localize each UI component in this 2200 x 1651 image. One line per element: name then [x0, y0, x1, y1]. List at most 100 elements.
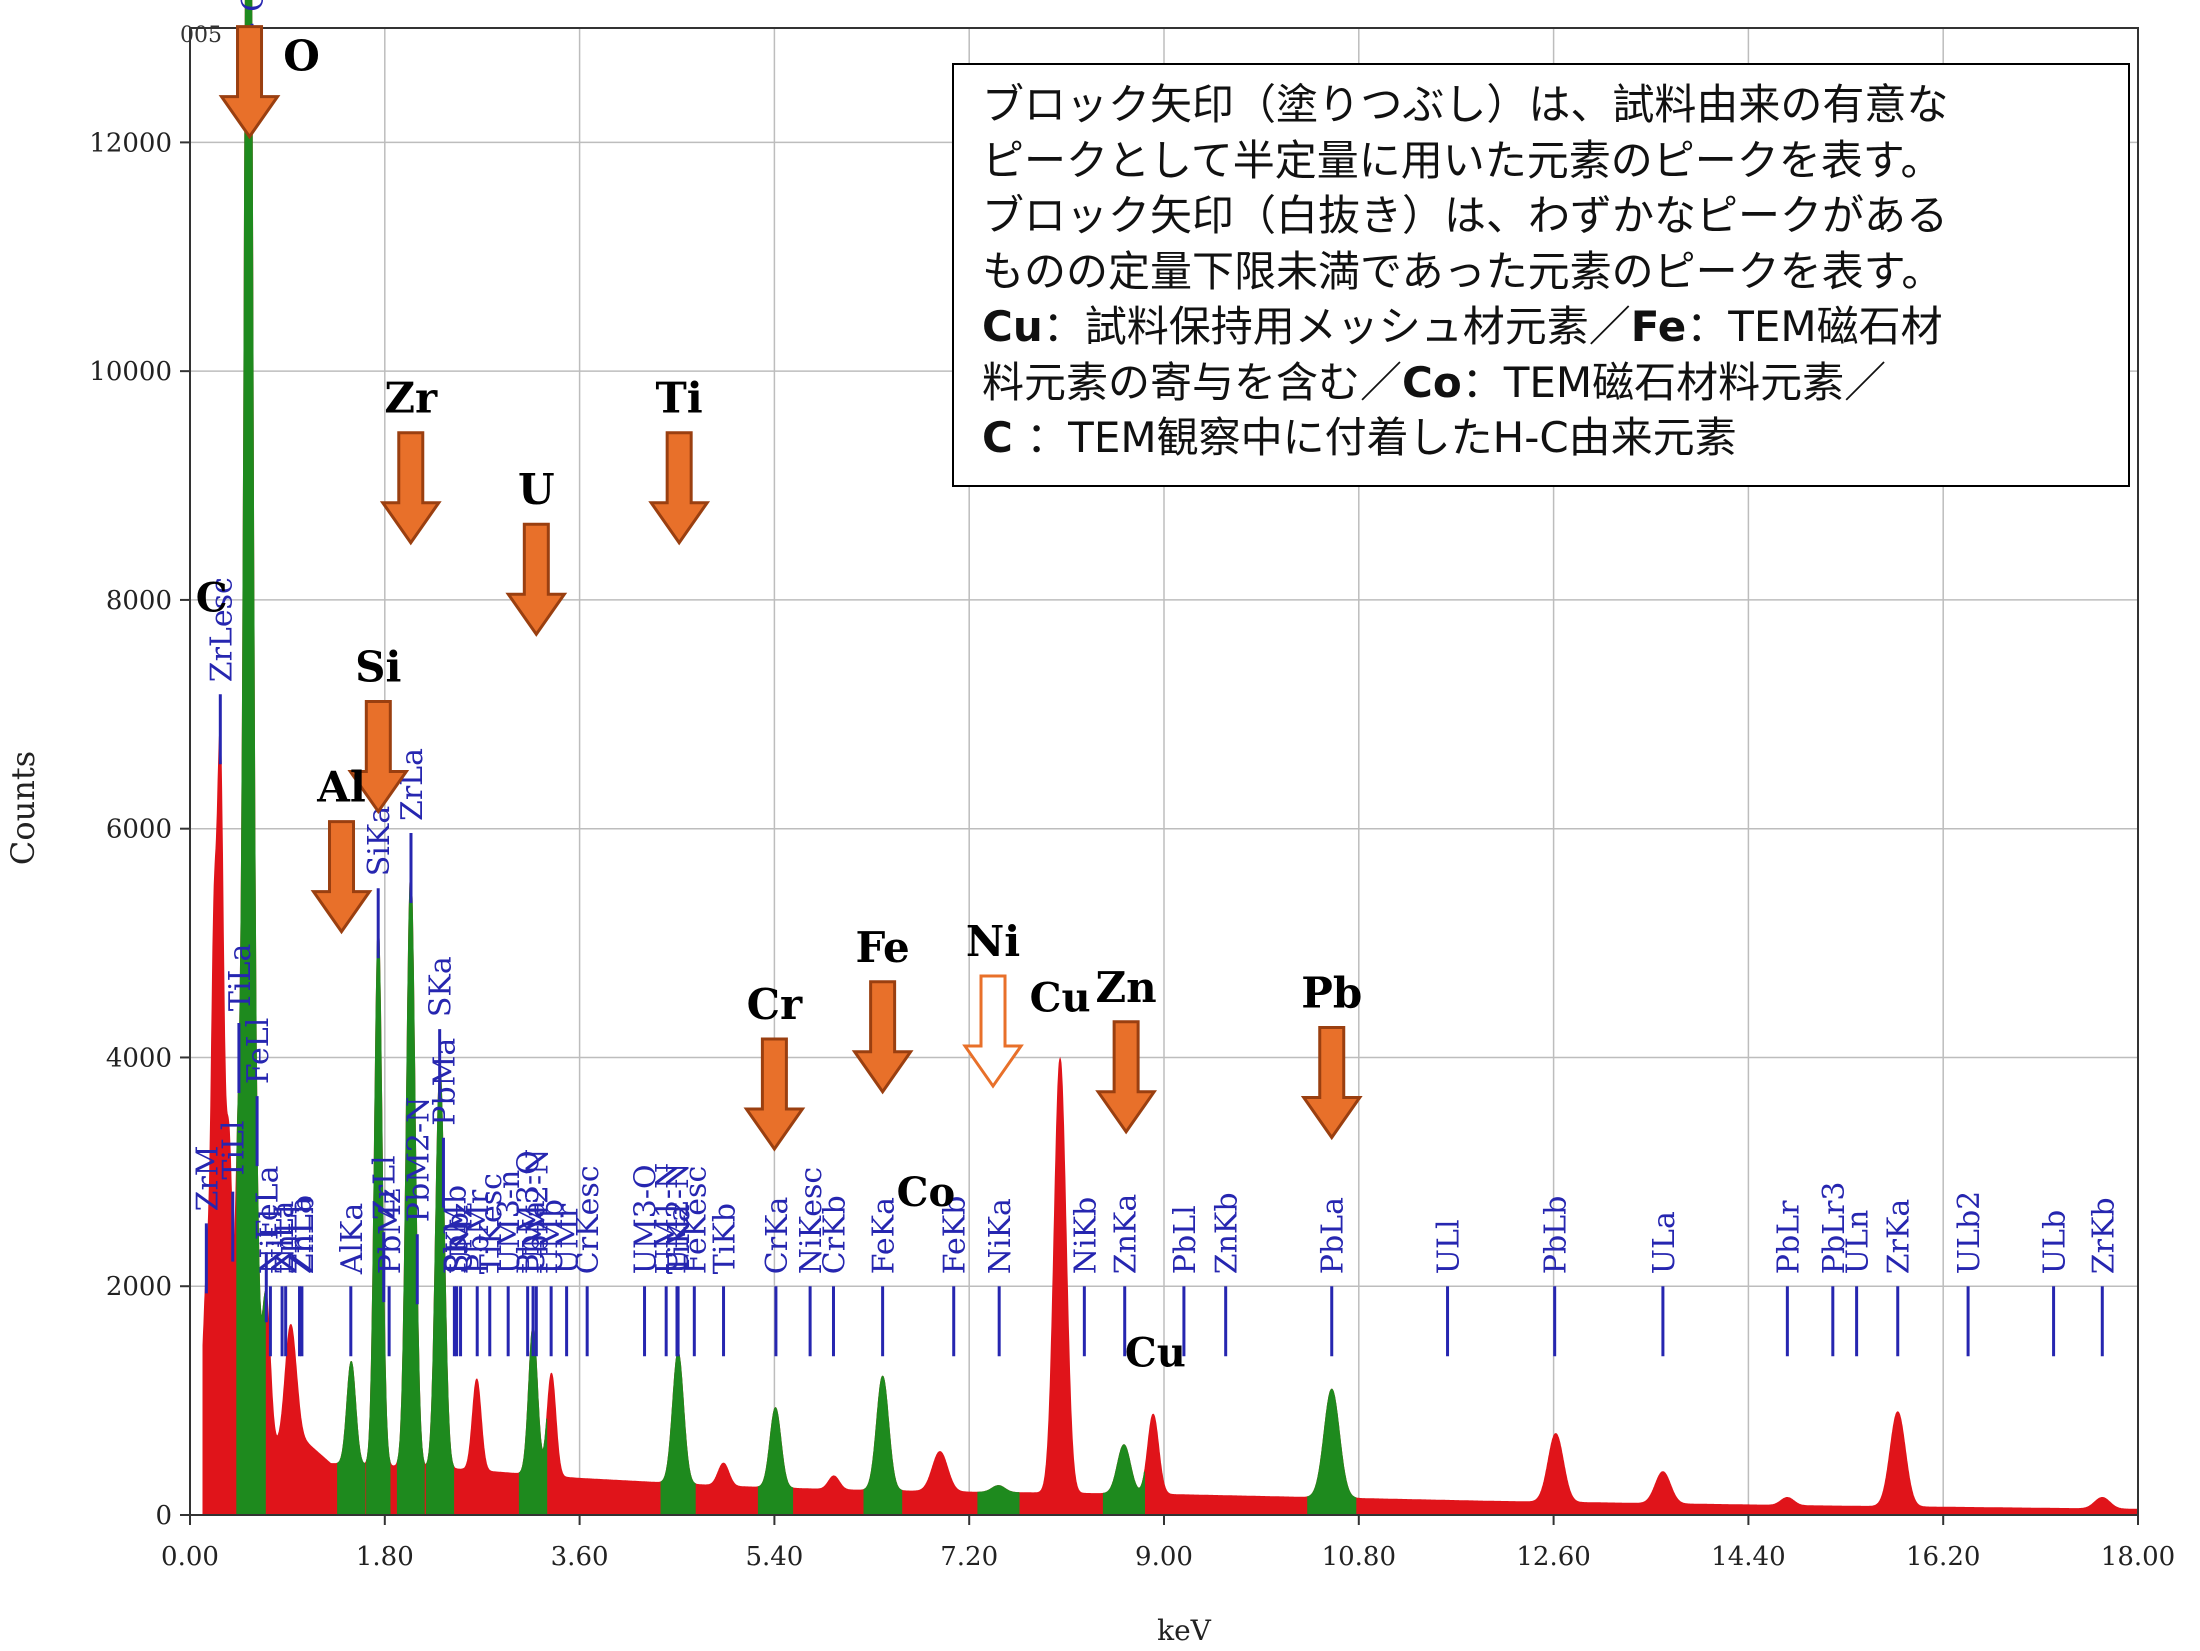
element-label: Cu — [1030, 975, 1091, 1022]
element-label: Cu — [1125, 1329, 1186, 1376]
line-marker-label: UM3-n — [492, 1170, 527, 1275]
legend-line-6: 料元素の寄与を含む／Co：TEM磁石材料元素／ — [982, 355, 2100, 411]
line-marker-label: UMa — [517, 1200, 552, 1274]
y-tick-label: 0 — [155, 1501, 172, 1531]
x-axis-label: keV — [1157, 1614, 1212, 1647]
line-marker-label: PbLr — [1771, 1200, 1806, 1274]
line-marker-label: TiLl — [217, 1120, 252, 1179]
x-tick-label: 5.40 — [745, 1542, 803, 1572]
legend-cu: Cu — [982, 302, 1043, 351]
line-marker-label: FeKb — [938, 1196, 973, 1275]
line-marker-label: NiKa — [983, 1198, 1018, 1274]
line-marker-label: SiKa — [362, 806, 397, 877]
axes: 0.00 1.80 3.60 5.40 7.20 9.00 10.80 12.60 14.40 1… — [89, 27, 2175, 1572]
line-marker-label: PbMa — [427, 1038, 462, 1126]
line-marker-label: CrKb — [817, 1195, 852, 1274]
line-marker-label: NiKb — [1068, 1197, 1103, 1274]
line-marker-label: PbLb — [1539, 1196, 1574, 1275]
y-tick-label: 6000 — [106, 815, 172, 845]
x-tick-label: 10.80 — [1322, 1542, 1396, 1572]
element-label: Al — [316, 763, 366, 812]
element-label: Ti — [656, 374, 703, 423]
element-label: C — [196, 574, 228, 621]
x-tick-label: 9.00 — [1135, 1542, 1193, 1572]
element-arrow — [218, 25, 281, 140]
line-marker-label: ULn — [1841, 1210, 1876, 1275]
legend-line-5: Cu：試料保持用メッシュ材元素／Fe：TEM磁石材 — [982, 299, 2100, 355]
element-label: U — [518, 465, 555, 514]
line-marker-label: ULb2 — [1952, 1191, 1987, 1275]
line-marker-label: UMb — [535, 1199, 570, 1274]
legend-fe-text: ：TEM磁石材 — [1686, 302, 1943, 351]
legend-cu-text: ：試料保持用メッシュ材元素／ — [1042, 302, 1631, 351]
x-tick-label: 3.60 — [551, 1542, 609, 1572]
spectrum-green-peak — [337, 1361, 366, 1516]
line-marker-label: PbLr3 — [1817, 1181, 1852, 1274]
legend-fe-text-cont: 料元素の寄与を含む／ — [982, 357, 1403, 407]
line-marker-label: TiLa — [223, 944, 258, 1012]
line-marker-label: ZnLb — [286, 1195, 321, 1274]
line-marker-label: UM2-N — [661, 1163, 696, 1274]
element-label: Cr — [747, 980, 803, 1029]
element-label: Pb — [1301, 969, 1362, 1018]
line-marker-label: SKa — [424, 956, 459, 1017]
line-marker-label: NiLl — [254, 1209, 289, 1274]
legend-c: C — [982, 413, 1013, 462]
line-markers: ZrMZrLescOKaNiLlFeLaFeLlCrLaZnLlZnLaZnLb… — [190, 0, 2121, 1357]
spectrum-green-peak — [1102, 1444, 1145, 1516]
corner-label: 005 — [180, 23, 222, 48]
legend-c-text: ：TEM観察中に付着したH-C由来元素 — [1012, 413, 1737, 462]
line-marker-label: FeLl — [241, 1018, 276, 1084]
spectrum-area — [202, 0, 2139, 1516]
legend-fe: Fe — [1630, 302, 1687, 351]
line-marker-label: UM3-O — [629, 1164, 664, 1274]
line-marker-label: UM1-N — [650, 1163, 685, 1274]
line-marker-label: NiLa — [266, 1200, 301, 1274]
legend-line-4: ものの定量下限未満であった元素のピークを表す。 — [982, 246, 1944, 296]
spectrum-green-peak — [757, 1407, 794, 1516]
element-arrows: O C Zr Si Al U Ti Cr Fe Ni Zn Pb Cu Co Cu — [196, 25, 1363, 1376]
line-marker-label: ZrLesc — [204, 577, 239, 682]
spectrum-green-peak — [977, 1485, 1020, 1516]
line-marker-label: ZrKa — [1882, 1199, 1917, 1275]
x-tick-label: 7.20 — [940, 1542, 998, 1572]
line-marker-label: ULa — [1647, 1211, 1682, 1274]
line-marker-label: CrKa — [760, 1197, 795, 1275]
spectrum-green-peak — [863, 1375, 903, 1516]
y-tick-label: 2000 — [106, 1272, 172, 1302]
element-arrow — [1300, 1026, 1363, 1141]
plot-frame — [189, 27, 2139, 1516]
y-tick-label: 4000 — [106, 1043, 172, 1073]
element-label: Si — [355, 643, 401, 692]
line-marker-label: ZrKb — [2086, 1197, 2121, 1274]
element-label: Zn — [1096, 963, 1157, 1012]
line-marker-label: ZnLl — [270, 1205, 305, 1275]
legend-line-7: C ：TEM観察中に付着したH-C由来元素 — [982, 410, 2100, 466]
line-marker-label: ULb — [2038, 1210, 2073, 1274]
line-marker-label: SKb — [441, 1212, 476, 1274]
line-marker-label: UMr — [551, 1203, 586, 1274]
element-arrow — [505, 522, 568, 637]
spectrum-green-peak — [1307, 1388, 1357, 1516]
x-tick-label: 12.60 — [1516, 1542, 1590, 1572]
line-marker-label: CrKesc — [571, 1165, 606, 1274]
line-marker-label: AlKa — [335, 1203, 370, 1276]
line-marker-label: FeKa — [867, 1197, 902, 1274]
element-label: Zr — [384, 374, 438, 423]
x-tick-label: 0.00 — [161, 1542, 219, 1572]
element-label: Co — [897, 1169, 956, 1216]
line-marker-label: ZnKa — [1109, 1194, 1144, 1275]
line-marker-label: PbM3-O — [512, 1150, 547, 1274]
legend-line-1: ブロック矢印（塗りつぶし）は、試料由来の有意な — [982, 80, 1949, 129]
line-marker-label: FeKesc — [678, 1166, 713, 1275]
element-arrow — [347, 700, 410, 815]
legend-line-3: ブロック矢印（白抜き）は、わずかなピークがある — [982, 191, 1949, 240]
line-marker-label: ZnKb — [1210, 1192, 1245, 1274]
line-marker-label: CrLa — [236, 0, 271, 12]
line-marker-label: TiKesc — [474, 1173, 509, 1274]
legend-co-text: ：TEM磁石材料元素／ — [1461, 357, 1887, 407]
element-arrow — [962, 974, 1024, 1089]
x-tick-label: 14.40 — [1711, 1542, 1785, 1572]
line-marker-label: NiKesc — [794, 1167, 829, 1274]
